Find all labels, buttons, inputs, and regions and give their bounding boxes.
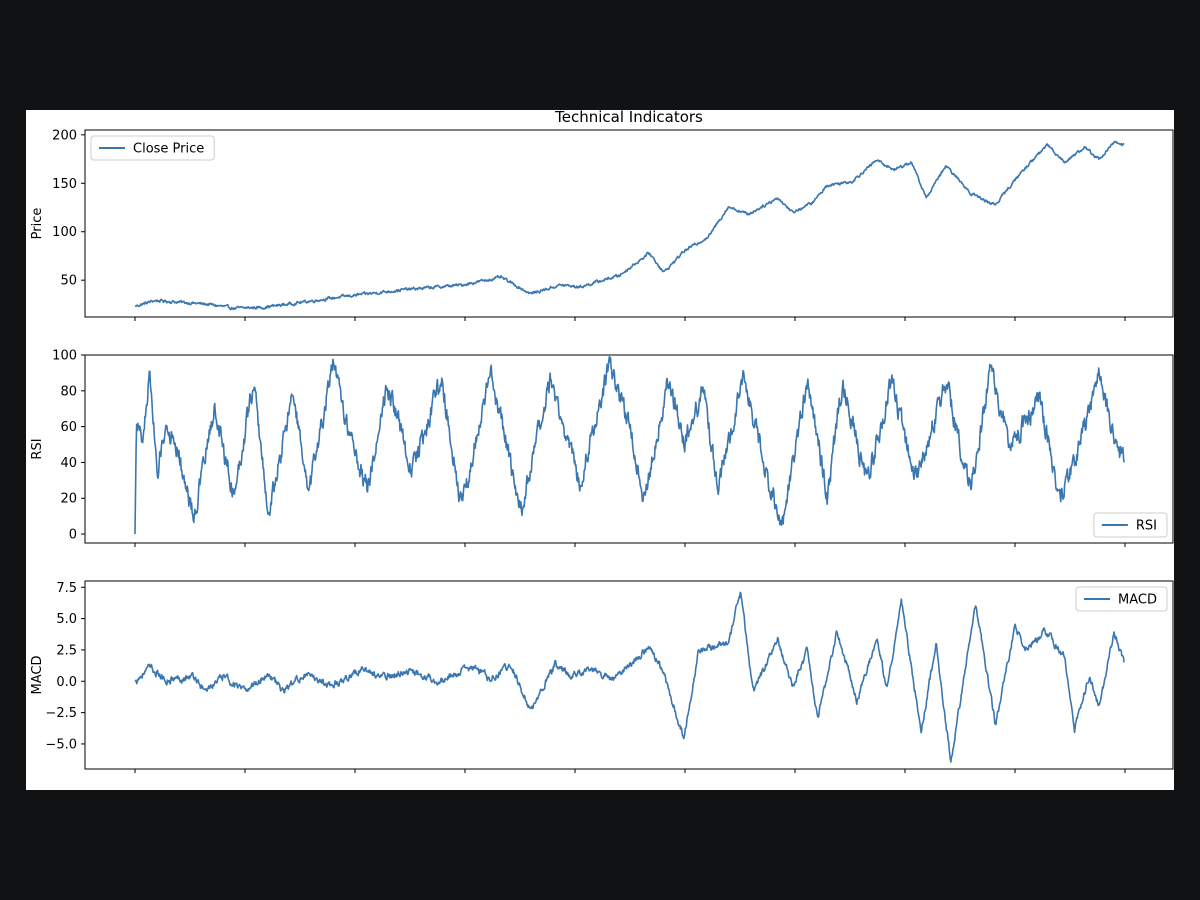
price-ylabel: Price [30, 208, 45, 240]
macd-panel: −5.0 −2.5 0.0 2.5 5.0 7.5 MACD MACD [30, 580, 1174, 773]
rsi-legend-box [1093, 512, 1168, 538]
price-ytick-label: 100 [52, 225, 77, 240]
price-ytick-label: 150 [52, 177, 77, 192]
macd-ylabel: MACD [30, 656, 45, 695]
price-legend-label: Close Price [133, 142, 204, 157]
macd-legend-label: MACD [1118, 593, 1157, 608]
rsi-ylabel: RSI [30, 438, 45, 459]
macd-ytick-label: 5.0 [56, 612, 77, 627]
rsi-ytick-label: 0 [69, 528, 77, 543]
macd-ytick-label: −5.0 [45, 737, 77, 752]
price-axes-frame [84, 129, 1174, 318]
rsi-legend-label: RSI [1136, 519, 1157, 534]
figure: Technical Indicators 50 100 150 200 Price Clo… [26, 108, 1174, 790]
rsi-axes-frame [84, 354, 1174, 544]
rsi-ytick-label: 60 [60, 420, 77, 435]
price-legend: Close Price [90, 135, 215, 161]
macd-legend: MACD [1075, 586, 1168, 612]
price-panel: 50 100 150 200 Price Close Price [30, 128, 1174, 321]
rsi-ytick-label: 40 [60, 456, 77, 471]
macd-ytick-label: 0.0 [56, 675, 77, 690]
price-series-line [134, 140, 1125, 311]
rsi-legend: RSI [1093, 512, 1168, 538]
macd-series-line [134, 591, 1125, 763]
rsi-series-line [134, 355, 1125, 535]
macd-axes-frame [84, 580, 1174, 770]
figure-title: Technical Indicators [554, 110, 703, 126]
price-ytick-label: 50 [60, 274, 77, 289]
technical-indicators-chart: Technical Indicators 50100150200PriceClo… [30, 108, 1174, 773]
macd-legend-box [1075, 586, 1168, 612]
macd-ytick-label: 2.5 [56, 643, 77, 658]
rsi-ytick-label: 20 [60, 492, 77, 507]
price-legend-box [90, 135, 215, 161]
price-ytick-label: 200 [52, 128, 77, 143]
macd-ytick-label: −2.5 [45, 706, 77, 721]
macd-ytick-label: 7.5 [56, 581, 77, 596]
rsi-ytick-label: 100 [52, 349, 77, 364]
rsi-ytick-label: 80 [60, 384, 77, 399]
rsi-panel: 0 20 40 60 80 100 RSI RSI [30, 349, 1174, 547]
